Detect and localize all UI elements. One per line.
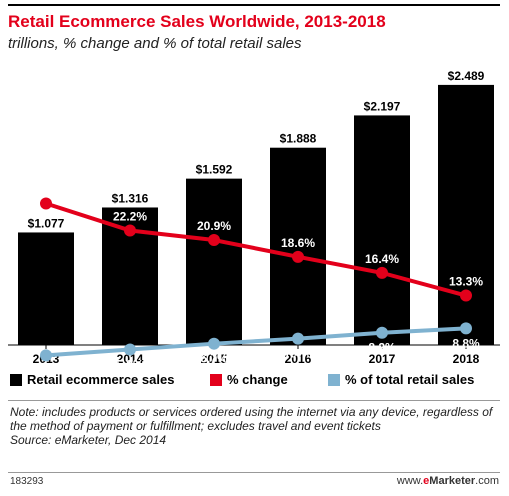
point-percent-change-2014 [124,224,136,237]
legend-item-percent-total: % of total retail sales [328,372,474,387]
brand-suffix: .com [475,475,499,487]
point-label-percent-total-2016: 7.4% [284,347,312,361]
x-tick-label-2017: 2017 [369,352,396,366]
legend-swatch-percent-change [210,373,222,386]
footer-divider [8,472,500,473]
point-label-percent-change-2017: 16.4% [365,252,399,266]
note-divider [8,400,500,401]
point-percent-change-2017 [376,266,388,279]
note-source: Source: eMarketer, Dec 2014 [10,433,167,447]
point-label-percent-change-2014: 22.2% [113,210,147,224]
bar-value-label-2016: $1.888 [280,132,317,146]
x-tick-label-2015: 2015 [201,352,228,366]
top-rule [8,4,500,6]
bar-2015 [186,178,242,345]
point-label-percent-total-2014: 5.9% [116,358,144,370]
chart-subtitle: trillions, % change and % of total retai… [8,35,302,52]
legend-label-percent-change: % change [227,372,288,387]
chart-area: $1.0772013$1.3162014$1.5922015$1.8882016… [8,68,500,370]
bar-value-label-2014: $1.316 [112,191,149,205]
brand-link[interactable]: www.eMarketer.com [397,475,499,487]
point-label-percent-total-2013: 5.1% [32,363,60,370]
legend-item-percent-change: % change [210,372,288,387]
point-label-percent-change-2015: 20.9% [197,219,231,233]
point-percent-total-2014 [124,343,136,356]
legend-swatch-percent-total [328,373,340,386]
brand-prefix: www. [396,475,424,487]
legend-label-percent-total: % of total retail sales [345,372,475,387]
brand-e: e [423,475,430,487]
brand-name: Marketer [429,475,476,487]
note-text: Note: includes products or services orde… [10,405,493,433]
point-percent-change-2013 [40,197,52,210]
bar-value-label-2018: $2.489 [448,69,485,83]
bar-2018 [438,84,494,345]
bar-value-label-2017: $2.197 [364,99,401,113]
point-label-percent-change-2016: 18.6% [281,236,315,250]
line-percent-change [45,201,467,298]
point-percent-change-2015 [208,234,220,247]
bar-value-label-2015: $1.592 [196,163,233,177]
point-percent-change-2016 [292,250,304,263]
bar-2017 [354,115,410,345]
bar-value-label-2013: $1.077 [28,216,65,230]
point-label-percent-total-2015: 6.7% [200,352,228,366]
point-percent-total-2016 [292,332,304,345]
legend: Retail ecommerce sales % change % of tot… [10,372,505,394]
point-percent-total-2017 [376,326,388,339]
point-percent-total-2018 [460,322,472,335]
line-percent-total [45,326,467,358]
point-percent-total-2015 [208,337,220,350]
bar-2016 [270,147,326,345]
point-percent-total-2013 [40,349,52,362]
bar-2013 [18,232,74,345]
legend-label-ecommerce-sales: Retail ecommerce sales [27,372,175,387]
point-label-percent-change-2013: 25.9% [29,183,63,197]
x-tick-label-2014: 2014 [117,352,144,366]
point-label-percent-total-2018: 8.8% [452,336,480,350]
note-block: Note: includes products or services orde… [10,405,500,447]
chart-title: Retail Ecommerce Sales Worldwide, 2013-2… [8,12,386,31]
x-tick-label-2016: 2016 [285,352,312,366]
point-label-percent-change-2018: 13.3% [449,275,483,289]
legend-swatch-ecommerce-sales [10,373,22,386]
legend-item-ecommerce-sales: Retail ecommerce sales [10,372,174,387]
x-tick-label-2018: 2018 [453,352,480,366]
point-label-percent-total-2017: 8.2% [368,341,396,355]
point-percent-change-2018 [460,289,472,302]
chart-id: 183293 [10,476,44,487]
